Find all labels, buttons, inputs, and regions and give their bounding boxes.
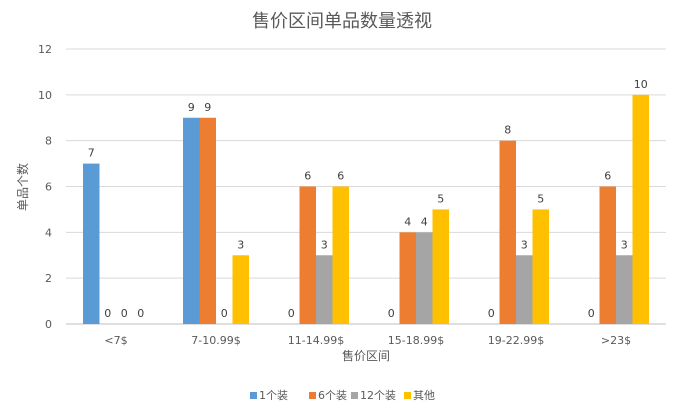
bar (499, 140, 516, 324)
bar (316, 255, 333, 324)
data-label: 0 (588, 307, 595, 320)
bar (416, 232, 433, 324)
data-label: 3 (237, 238, 244, 251)
data-label: 5 (437, 192, 444, 205)
legend-swatch (309, 392, 316, 399)
data-label: 0 (221, 307, 228, 320)
legend-label: 1个装 (259, 389, 288, 402)
data-label: 0 (388, 307, 395, 320)
y-tick-label: 6 (45, 181, 52, 194)
legend-swatch (404, 392, 411, 399)
bar (199, 117, 216, 324)
bar (516, 255, 533, 324)
x-tick-label: 11-14.99$ (288, 334, 344, 347)
legend-label: 其他 (413, 389, 435, 402)
x-tick-label: 19-22.99$ (488, 334, 544, 347)
data-label: 3 (321, 238, 328, 251)
bar (83, 163, 100, 324)
legend-label: 6个装 (318, 389, 347, 402)
bars (83, 94, 649, 324)
y-axis-label: 单品个数 (15, 163, 30, 211)
y-tick-label: 8 (45, 135, 52, 148)
data-label: 4 (404, 215, 411, 228)
y-tick-label: 2 (45, 272, 52, 285)
data-label: 9 (188, 101, 195, 114)
data-label: 5 (537, 192, 544, 205)
legend-label: 12个装 (360, 389, 396, 402)
data-label: 3 (521, 238, 528, 251)
legend: 1个装 6个装 12个装 其他 (250, 389, 435, 402)
data-label: 0 (104, 307, 111, 320)
bar (632, 94, 649, 324)
y-tick-label: 12 (38, 43, 52, 56)
legend-swatch (250, 392, 257, 399)
data-label: 6 (337, 170, 344, 183)
x-tick-label: >23$ (601, 334, 631, 347)
x-tick-labels: <7$ 7-10.99$ 11-14.99$ 15-18.99$ 19-22.99$ >2… (104, 334, 631, 347)
data-label: 9 (204, 101, 211, 114)
x-tick-label: 7-10.99$ (191, 334, 240, 347)
data-label: 6 (304, 170, 311, 183)
bar (332, 186, 349, 324)
data-label: 8 (504, 124, 511, 137)
data-label: 10 (634, 78, 648, 91)
data-label: 6 (604, 170, 611, 183)
x-axis-label: 售价区间 (342, 348, 390, 363)
data-label: 7 (88, 147, 95, 160)
bar (432, 209, 449, 324)
bar (599, 186, 616, 324)
legend-swatch (351, 392, 358, 399)
bar (532, 209, 549, 324)
y-tick-labels: 0 2 4 6 8 10 12 (38, 43, 52, 331)
y-tick-label: 0 (45, 318, 52, 331)
chart-title: 售价区间单品数量透视 (252, 11, 432, 32)
bar (616, 255, 633, 324)
data-label: 4 (421, 215, 428, 228)
x-tick-label: 15-18.99$ (388, 334, 444, 347)
bar (399, 232, 416, 324)
bar (232, 255, 249, 324)
x-tick-label: <7$ (104, 334, 127, 347)
y-tick-label: 4 (45, 226, 52, 239)
bar (299, 186, 316, 324)
data-label: 0 (137, 307, 144, 320)
data-label: 3 (621, 238, 628, 251)
y-tick-label: 10 (38, 89, 52, 102)
data-label: 0 (288, 307, 295, 320)
bar (183, 117, 200, 324)
gridlines (66, 48, 666, 325)
data-label: 0 (488, 307, 495, 320)
data-label: 0 (121, 307, 128, 320)
